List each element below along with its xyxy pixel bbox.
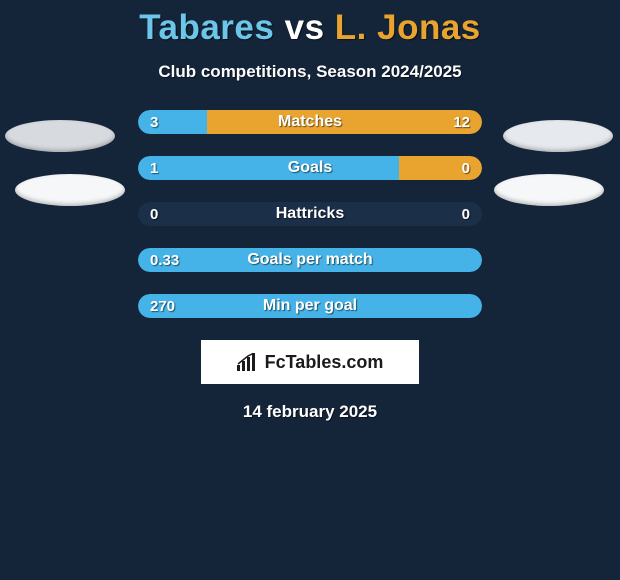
player2-crest [494,174,604,206]
brand-label: FcTables.com [265,352,384,373]
stat-label: Goals [138,156,482,180]
stat-row: 00Hattricks [138,202,482,226]
brand-badge: FcTables.com [201,340,419,384]
bar-chart-icon [237,353,259,371]
player1-name: Tabares [139,8,274,47]
player2-crest [503,120,613,152]
player1-crest [5,120,115,152]
stat-label: Min per goal [138,294,482,318]
stat-label: Hattricks [138,202,482,226]
subtitle: Club competitions, Season 2024/2025 [0,62,620,82]
footer-date: 14 february 2025 [0,402,620,422]
player2-name: L. Jonas [335,8,481,47]
stat-label: Matches [138,110,482,134]
stat-row: 312Matches [138,110,482,134]
stats-container: 312Matches 10Goals 00Hattricks 0.33Goals pe… [138,110,482,318]
comparison-title: Tabares vs L. Jonas [0,0,620,48]
stat-row: 0.33Goals per match [138,248,482,272]
vs-label: vs [285,8,325,47]
stat-row: 270Min per goal [138,294,482,318]
stat-row: 10Goals [138,156,482,180]
player1-crest [15,174,125,206]
stat-label: Goals per match [138,248,482,272]
